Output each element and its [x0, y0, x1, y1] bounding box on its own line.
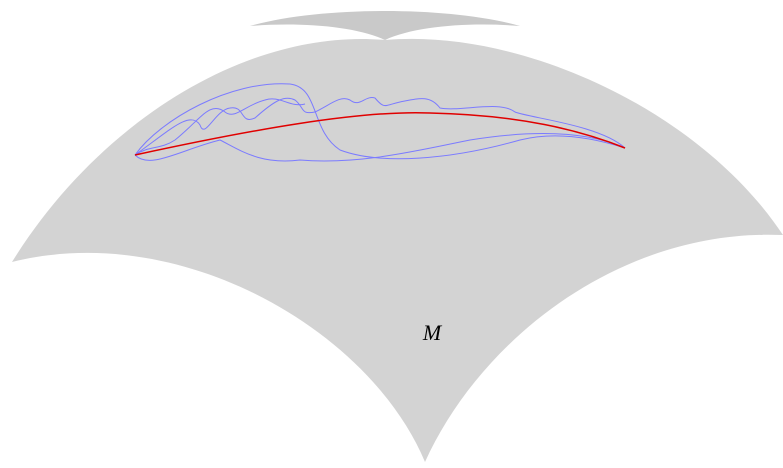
- surface-back: [250, 11, 520, 40]
- geodesic: [134, 111, 626, 156]
- path-curve: [134, 98, 306, 156]
- path-curve: [134, 83, 626, 160]
- manifold-label: M: [422, 320, 443, 345]
- path-curve: [134, 97, 626, 156]
- path-curve: [134, 132, 626, 162]
